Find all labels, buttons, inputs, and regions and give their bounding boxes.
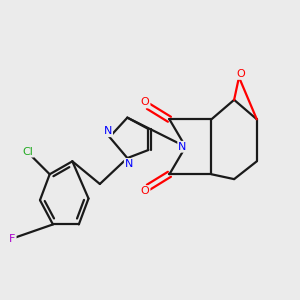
Text: O: O: [141, 186, 149, 196]
Text: N: N: [104, 126, 112, 136]
Text: O: O: [236, 69, 245, 79]
Text: F: F: [9, 234, 16, 244]
Text: O: O: [141, 98, 149, 107]
Text: Cl: Cl: [22, 147, 34, 157]
Text: N: N: [125, 159, 133, 169]
Text: N: N: [178, 142, 187, 152]
